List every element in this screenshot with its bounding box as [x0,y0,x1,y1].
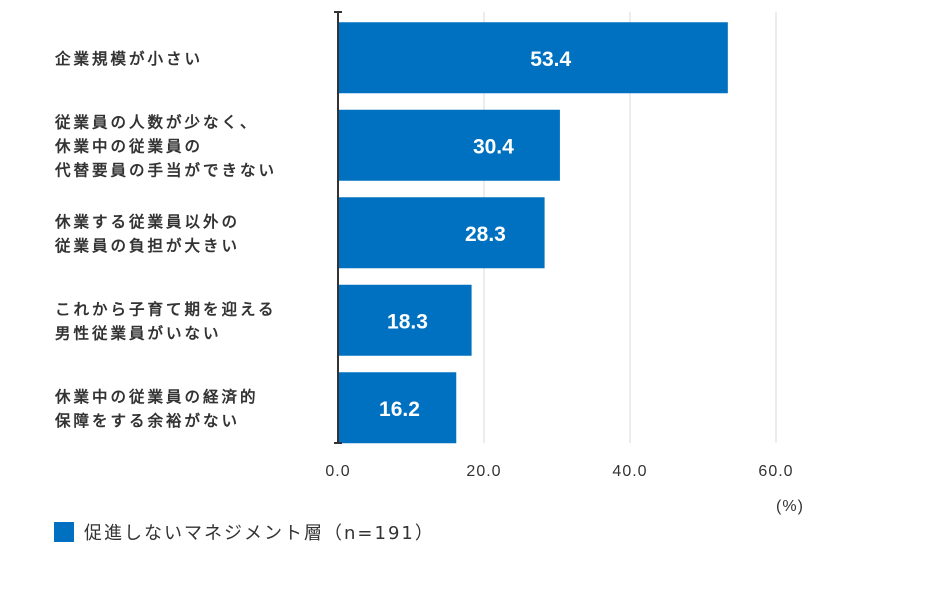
data-label: 30.4 [473,135,514,158]
bar [338,22,728,94]
category-label: 休業する従業員以外の [54,212,240,231]
data-label: 28.3 [465,223,506,246]
data-label: 16.2 [379,398,420,421]
category-label: 従業員の負担が大きい [54,236,240,255]
category-label: 従業員の人数が少なく、 [54,112,259,131]
category-label: 保障をする余裕がない [54,411,240,430]
x-tick-label: 60.0 [758,463,793,480]
x-tick-label: 40.0 [612,463,647,480]
data-label: 18.3 [387,310,428,333]
data-label: 53.4 [530,48,571,71]
bar [338,109,560,181]
category-label: 休業中の従業員の経済的 [54,387,259,406]
category-label: 代替要員の手当ができない [54,160,277,179]
category-label: 男性従業員がいない [55,323,222,342]
unit-label: (%) [776,498,804,515]
category-label: これから子育て期を迎える [55,299,277,318]
bar [338,284,472,356]
bar [338,197,545,269]
legend-swatch [54,522,74,542]
category-label: 企業規模が小さい [54,49,203,68]
x-tick-label: 0.0 [325,463,350,480]
bar [338,372,457,444]
legend-label: 促進しないマネジメント層（n=191） [84,523,435,544]
x-tick-label: 20.0 [466,463,501,480]
category-label: 休業中の従業員の [54,136,203,155]
